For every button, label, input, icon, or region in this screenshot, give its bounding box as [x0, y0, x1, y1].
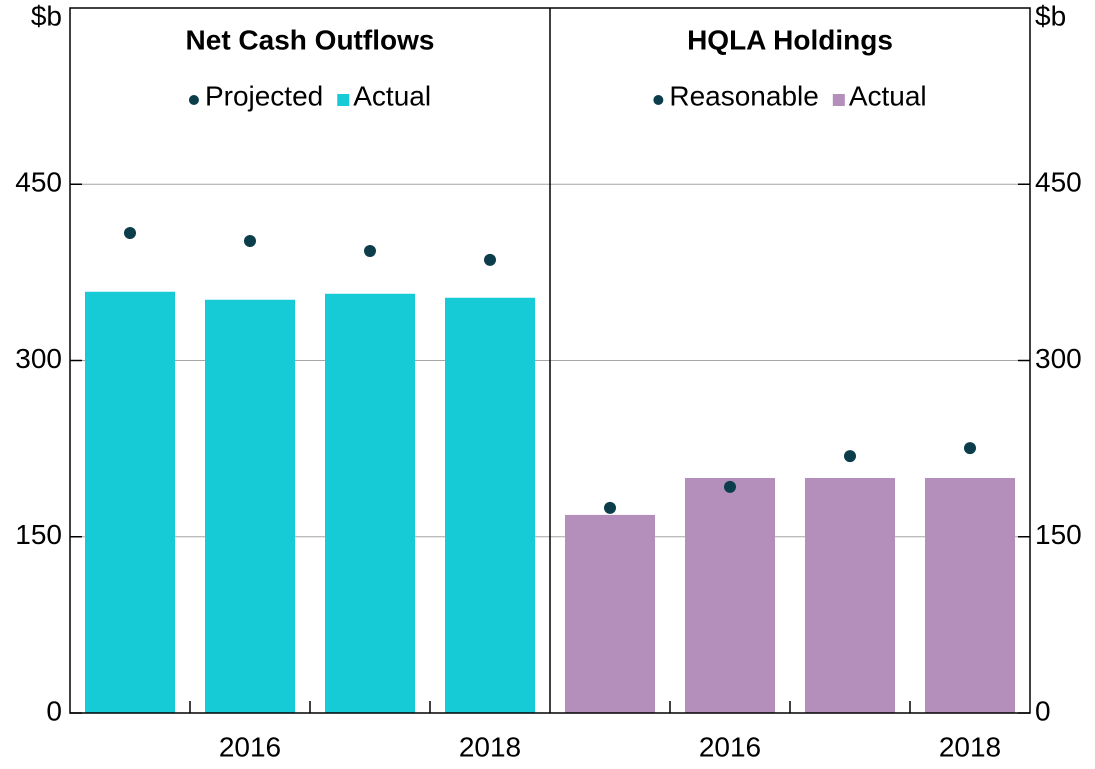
x-tick-label: 2016: [219, 731, 281, 762]
bar: [565, 514, 655, 713]
dot: [244, 235, 256, 248]
x-tick-label: 2018: [459, 731, 521, 762]
dot: [964, 442, 976, 455]
legend-marker: [832, 94, 845, 106]
bar: [445, 297, 535, 713]
bar: [685, 478, 775, 713]
bar: [205, 299, 295, 713]
y-tick-label: 300: [15, 343, 62, 374]
x-tick-label: 2016: [699, 731, 761, 762]
y-tick-label: 450: [15, 167, 62, 198]
legend-label: Actual: [849, 80, 927, 111]
y-axis-label: $b: [1035, 0, 1066, 31]
dot: [484, 253, 496, 266]
legend-marker: [653, 95, 664, 105]
y-tick-label: 450: [1035, 167, 1082, 198]
bar: [925, 478, 1015, 713]
y-tick-label: 150: [1035, 519, 1082, 550]
bar: [85, 291, 175, 713]
panel-title: HQLA Holdings: [687, 24, 893, 55]
legend-label: Actual: [353, 80, 431, 111]
y-axis-label: $b: [31, 0, 62, 31]
dot: [364, 244, 376, 257]
legend-marker: [337, 94, 350, 106]
x-tick-label: 2018: [939, 731, 1001, 762]
legend-label: Projected: [205, 80, 323, 111]
dot: [124, 227, 136, 240]
dot: [724, 480, 736, 493]
dot: [604, 501, 616, 514]
dot: [844, 450, 856, 463]
bar: [325, 293, 415, 713]
legend-label: Reasonable: [669, 80, 818, 111]
bar: [805, 478, 895, 713]
legend-marker: [188, 95, 199, 105]
y-tick-label: 0: [1035, 695, 1051, 726]
y-tick-label: 300: [1035, 343, 1082, 374]
y-tick-label: 150: [15, 519, 62, 550]
panel-title: Net Cash Outflows: [186, 24, 435, 55]
y-tick-label: 0: [46, 695, 62, 726]
